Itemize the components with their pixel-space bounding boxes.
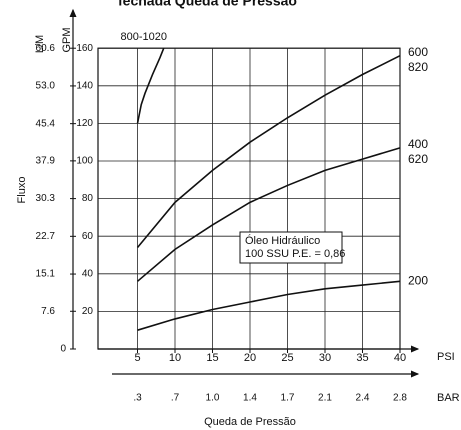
y-tick-label: 160: [76, 43, 93, 54]
x-tick-label: 35: [356, 352, 368, 364]
x-tick-label: 30: [319, 352, 331, 364]
y-tick-label: 80: [82, 193, 94, 204]
series-label: 400: [408, 137, 428, 151]
y2-tick-label: 15.1: [36, 269, 56, 280]
annotation: 100 SSU P.E. = 0,86: [245, 248, 345, 260]
series-line: [136, 47, 165, 124]
series-line: [136, 55, 401, 248]
y2-unit: L/M: [34, 35, 46, 53]
x2-tick-label: 1.7: [281, 393, 295, 404]
x-axis-title: Queda de Pressão: [204, 416, 296, 428]
x-unit: PSI: [437, 351, 455, 363]
series-line: [136, 147, 401, 282]
y-axis-title: Fluxo: [16, 177, 28, 204]
y2-tick-label: 53.0: [36, 81, 56, 92]
y2-tick-label: 7.6: [41, 306, 55, 317]
y2-tick-label: 60.6: [36, 43, 56, 54]
x2-tick-label: 2.4: [356, 393, 370, 404]
y-tick-label: 120: [76, 118, 93, 129]
x2-tick-label: 1.4: [243, 393, 257, 404]
series-label: 600: [408, 45, 428, 59]
x2-tick-label: .7: [171, 393, 180, 404]
x2-tick-label: .3: [133, 393, 142, 404]
y2-tick-label: 37.9: [36, 156, 56, 167]
y-unit: GPM: [61, 27, 73, 52]
series-label: 200: [408, 273, 428, 287]
series-line: [137, 280, 401, 331]
y-tick-label: 100: [76, 156, 93, 167]
y-tick-label: 140: [76, 80, 93, 91]
annotation-box: [239, 231, 343, 264]
y2-tick-label: 0: [60, 344, 66, 355]
x-tick-label: 20: [244, 352, 256, 364]
y-tick-label: 40: [82, 268, 94, 279]
series-label: 820: [408, 60, 428, 74]
x-tick-label: 10: [169, 352, 181, 364]
x-tick-label: 5: [134, 352, 140, 364]
x-tick-label: 25: [281, 352, 293, 364]
series-label: 620: [408, 152, 428, 166]
x-tick-label: 15: [206, 352, 218, 364]
y2-tick-label: 45.4: [36, 118, 56, 129]
series-label: 800-1020: [121, 31, 168, 43]
annotation: Óleo Hidráulico: [245, 234, 320, 247]
y-tick-label: 20: [82, 306, 94, 317]
x2-unit: BAR: [437, 392, 460, 404]
y2-tick-label: 30.3: [36, 193, 56, 204]
x2-tick-label: 2.1: [318, 393, 332, 404]
y2-tick-label: 22.7: [36, 231, 56, 242]
x2-tick-label: 2.8: [393, 393, 407, 404]
y-tick-label: 60: [82, 231, 94, 242]
x2-tick-label: 1.0: [206, 393, 220, 404]
chart-title: fechada Queda de Pressão: [118, 0, 297, 9]
x-tick-label: 40: [394, 352, 406, 364]
